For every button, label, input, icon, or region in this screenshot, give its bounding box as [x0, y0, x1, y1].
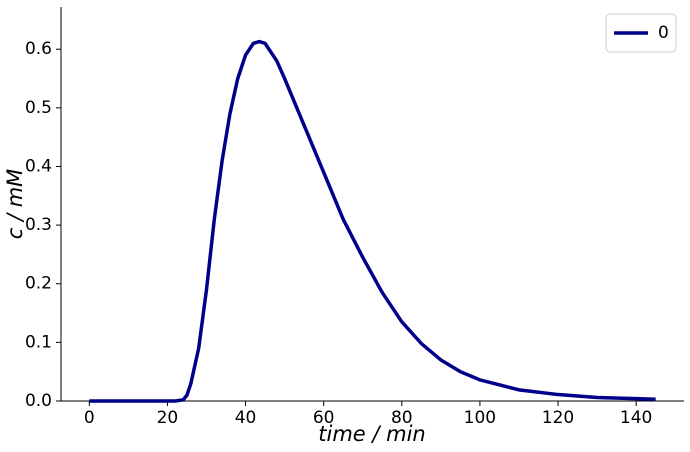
y-tick-label: 0.1 — [25, 332, 52, 352]
x-tick-label: 60 — [313, 408, 335, 428]
y-tick-label: 0.2 — [25, 274, 52, 294]
y-tick-label: 0.4 — [25, 156, 52, 176]
y-tick-label: 0.3 — [25, 215, 52, 235]
data-line — [89, 39, 656, 403]
x-tick-label: 120 — [542, 408, 574, 428]
y-tick-label: 0.5 — [25, 98, 52, 118]
x-tick-label: 0 — [84, 408, 95, 428]
x-axis-label: time / min — [318, 422, 425, 446]
y-tick-label: 0.0 — [25, 391, 52, 411]
x-tick-label: 80 — [391, 408, 413, 428]
y-axis-label: c / mM — [3, 169, 27, 240]
y-tick-label: 0.6 — [25, 39, 52, 59]
x-tick-label: 100 — [464, 408, 496, 428]
x-tick-label: 140 — [620, 408, 652, 428]
legend-label: 0 — [658, 23, 669, 43]
x-tick-label: 20 — [157, 408, 179, 428]
x-tick-label: 40 — [235, 408, 257, 428]
